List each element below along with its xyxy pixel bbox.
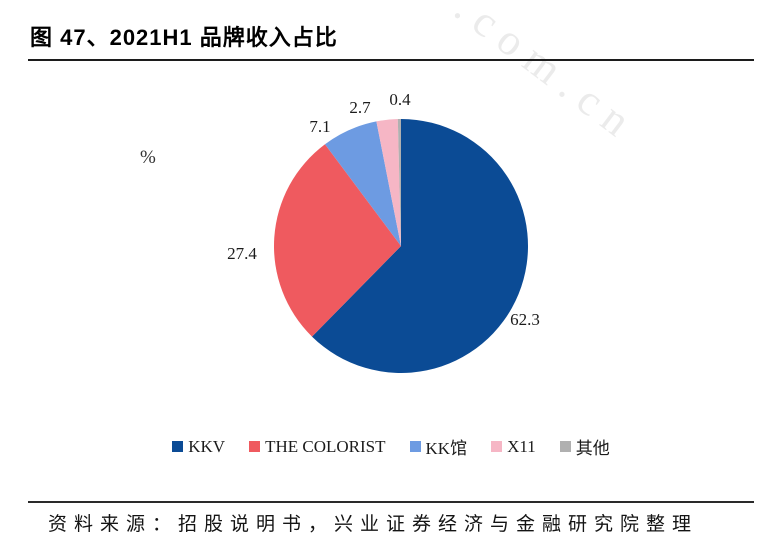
legend-item-0: KKV [172, 437, 225, 457]
pie-svg [274, 119, 528, 373]
legend-label-0: KKV [188, 436, 226, 456]
figure-title: 图 47、2021H1 品牌收入占比 [30, 25, 338, 50]
legend-item-4: 其他 [559, 434, 610, 459]
legend-swatch-0 [172, 441, 184, 452]
legend-item-2: KK馆 [409, 434, 468, 459]
legend-label-3: X11 [507, 436, 536, 456]
data-label-2: 7.1 [309, 117, 331, 136]
legend-item-1: THE COLORIST [249, 436, 386, 457]
legend-swatch-1 [249, 441, 261, 452]
legend-swatch-3 [491, 441, 503, 452]
legend-swatch-2 [409, 441, 421, 452]
data-label-4: 0.4 [389, 90, 411, 109]
data-label-0: 62.3 [510, 310, 540, 329]
source-note: 资料来源：招股说明书，兴业证券经济与金融研究院整理 [48, 514, 699, 535]
data-label-3: 2.7 [349, 98, 371, 117]
title-divider [28, 59, 754, 61]
pie-slice-0 [311, 119, 528, 373]
pie-slice-2 [325, 121, 401, 246]
pie-slice-1 [274, 144, 401, 337]
pie-slice-3 [376, 119, 401, 246]
legend-swatch-4 [559, 441, 571, 452]
legend-label-4: 其他 [575, 439, 610, 458]
legend-label-1: THE COLORIST [265, 436, 386, 456]
legend-item-3: X11 [491, 437, 536, 457]
footer-divider [28, 501, 754, 503]
unit-label: % [140, 147, 156, 168]
legend-label-2: KK馆 [425, 439, 468, 458]
pie-slice-4 [397, 119, 401, 246]
data-label-1: 27.4 [227, 244, 257, 263]
legend: KKV THE COLORIST KK馆 X11 其他 [0, 434, 782, 459]
